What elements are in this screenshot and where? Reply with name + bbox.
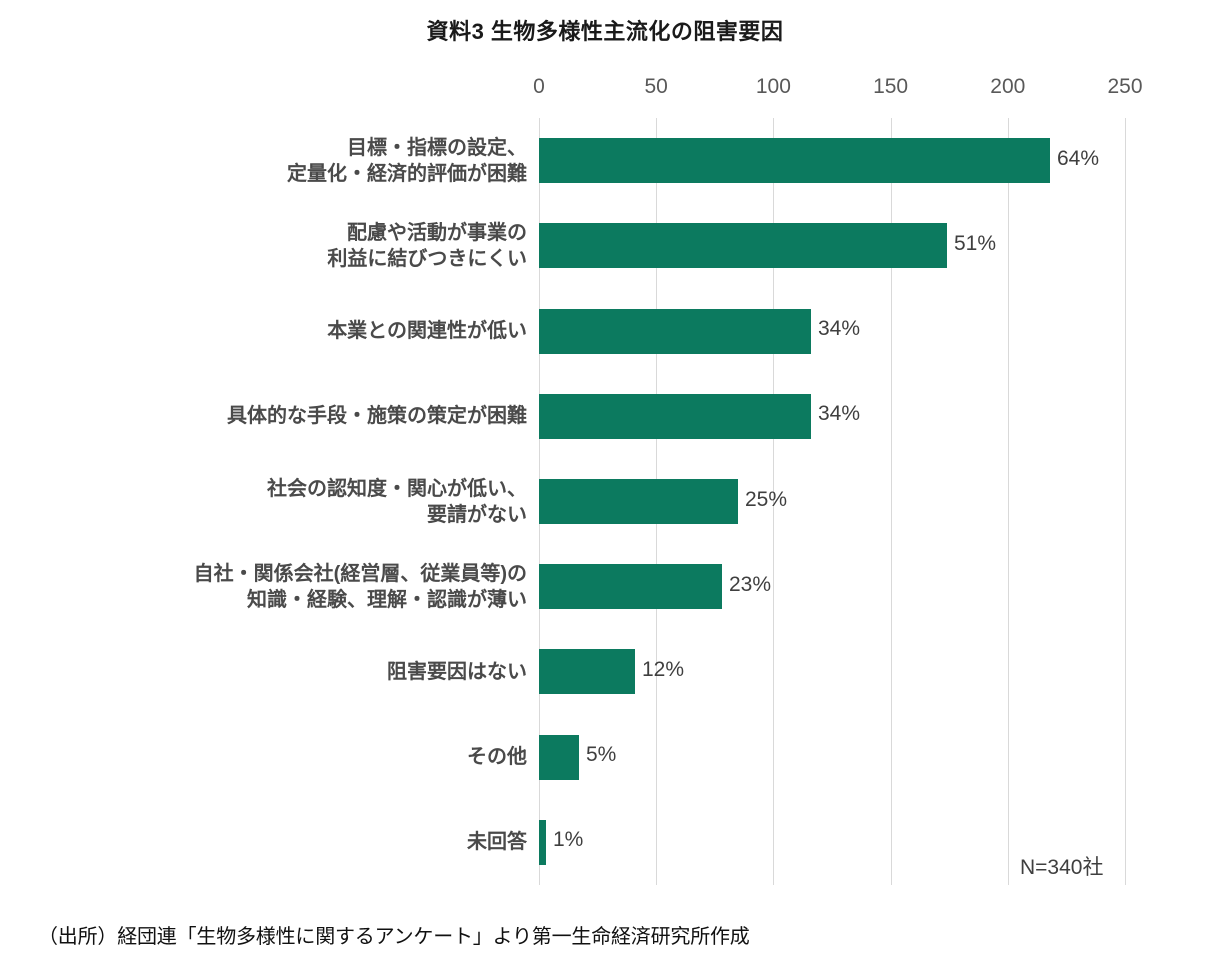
category-label: 自社・関係会社(経営層、従業員等)の知識・経験、理解・認識が薄い (57, 561, 527, 613)
category-label: 本業との関連性が低い (57, 318, 527, 344)
bar-value-label: 5% (586, 743, 617, 767)
x-tick-label-0: 0 (533, 75, 545, 98)
bar (539, 393, 811, 439)
category-label: 目標・指標の設定、定量化・経済的評価が困難 (57, 135, 527, 187)
gridline-150 (891, 118, 892, 885)
bar (539, 649, 635, 695)
category-label-line: 目標・指標の設定、 (347, 136, 527, 159)
category-label: 阻害要因はない (57, 659, 527, 685)
bar (539, 564, 722, 610)
x-tick-label-200: 200 (990, 75, 1026, 98)
category-label: 配慮や活動が事業の利益に結びつきにくい (57, 220, 527, 272)
category-label-line: その他 (467, 746, 527, 769)
gridline-250 (1125, 118, 1126, 885)
category-label: その他 (57, 744, 527, 770)
bar-value-label: 23% (729, 572, 772, 596)
category-label: 社会の認知度・関心が低い、要請がない (57, 476, 527, 528)
bar-value-label: 34% (818, 402, 861, 426)
bar-value-label: 64% (1057, 146, 1100, 170)
bar (539, 819, 546, 865)
bar (539, 308, 811, 354)
bar-value-label: 51% (954, 231, 997, 255)
gridline-100 (773, 118, 774, 885)
category-label-line: 知識・経験、理解・認識が薄い (247, 588, 527, 611)
x-axis-tick-labels: 0 50 100 150 200 250 (0, 75, 1210, 105)
category-label-line: 本業との関連性が低い (327, 320, 527, 343)
category-label: 未回答 (57, 829, 527, 855)
x-tick-label-100: 100 (755, 75, 791, 98)
bar-value-label: 1% (553, 828, 584, 852)
category-label-line: 具体的な手段・施策の策定が困難 (227, 405, 527, 428)
category-label-line: 阻害要因はない (387, 660, 527, 683)
bar (539, 734, 579, 780)
category-label-line: 自社・関係会社(経営層、従業員等)の (193, 562, 527, 585)
page-title: 資料3 生物多様性主流化の阻害要因 (426, 19, 784, 44)
category-label-line: 定量化・経済的評価が困難 (287, 162, 527, 185)
x-tick-label-150: 150 (873, 75, 909, 98)
bar (539, 223, 947, 269)
source-note: （出所）経団連「生物多様性に関するアンケート」より第一生命経済研究所作成 (38, 926, 750, 948)
bar-value-label: 12% (642, 657, 685, 681)
bar (539, 479, 738, 524)
x-tick-label-250: 250 (1107, 75, 1143, 98)
category-label-line: 配慮や活動が事業の (347, 221, 527, 244)
category-label: 具体的な手段・施策の策定が困難 (57, 403, 527, 429)
category-label-line: 社会の認知度・関心が低い、 (267, 477, 527, 500)
bar (539, 138, 1050, 184)
gridline-200 (1008, 118, 1009, 885)
bar-value-label: 25% (745, 487, 788, 511)
bar-value-label: 34% (818, 317, 861, 341)
category-label-line: 利益に結びつきにくい (327, 247, 527, 270)
category-label-line: 未回答 (467, 831, 527, 854)
sample-size-annotation: N=340社 (1020, 856, 1104, 879)
x-tick-label-50: 50 (644, 75, 668, 98)
category-label-line: 要請がない (427, 503, 527, 526)
